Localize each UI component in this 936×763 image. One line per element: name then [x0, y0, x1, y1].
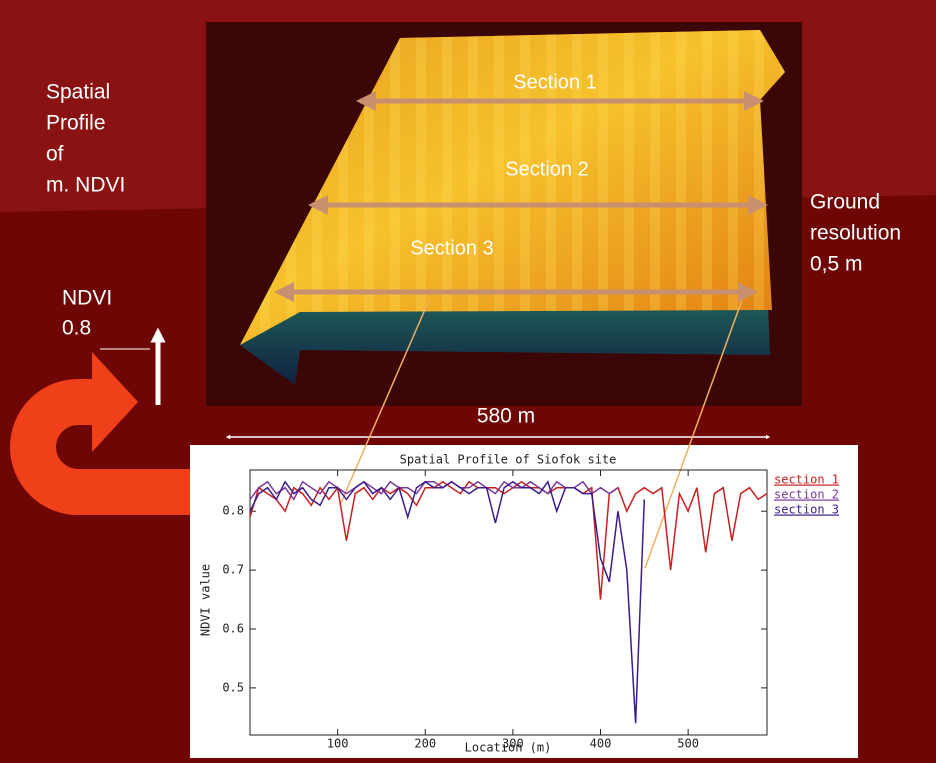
slide: Section 1 Section 2 Section 3 Spatial Pr… — [0, 0, 936, 758]
resolution-text: Ground — [810, 191, 880, 214]
chart-title: Spatial Profile of Siofok site — [400, 453, 617, 467]
section-label: Section 1 — [513, 71, 596, 93]
resolution-text: resolution — [810, 222, 901, 245]
section-label: Section 3 — [410, 237, 493, 259]
y-tick-label: 0.8 — [222, 504, 244, 518]
x-tick-label: 300 — [502, 737, 524, 751]
slide-title: of — [46, 143, 64, 166]
legend-label: section 3 — [774, 503, 839, 517]
y-tick-label: 0.5 — [222, 680, 244, 694]
slide-title: Profile — [46, 112, 106, 135]
width-label: 580 m — [477, 405, 535, 428]
section-label: Section 2 — [505, 158, 588, 180]
legend-label: section 1 — [774, 473, 839, 487]
x-tick-label: 100 — [327, 737, 349, 751]
y-tick-label: 0.6 — [222, 622, 244, 636]
x-tick-label: 200 — [414, 737, 436, 751]
resolution-text: 0,5 m — [810, 253, 863, 276]
ndvi-text: 0.8 — [62, 317, 91, 340]
legend-label: section 2 — [774, 488, 839, 502]
slide-title: Spatial — [46, 81, 110, 104]
y-axis-label: NDVI value — [199, 564, 213, 636]
ndvi-text: NDVI — [62, 287, 112, 310]
chart-panel — [190, 445, 858, 758]
y-tick-label: 0.7 — [222, 563, 244, 577]
x-tick-label: 500 — [677, 737, 699, 751]
slide-title: m. NDVI — [46, 174, 125, 197]
x-tick-label: 400 — [590, 737, 612, 751]
